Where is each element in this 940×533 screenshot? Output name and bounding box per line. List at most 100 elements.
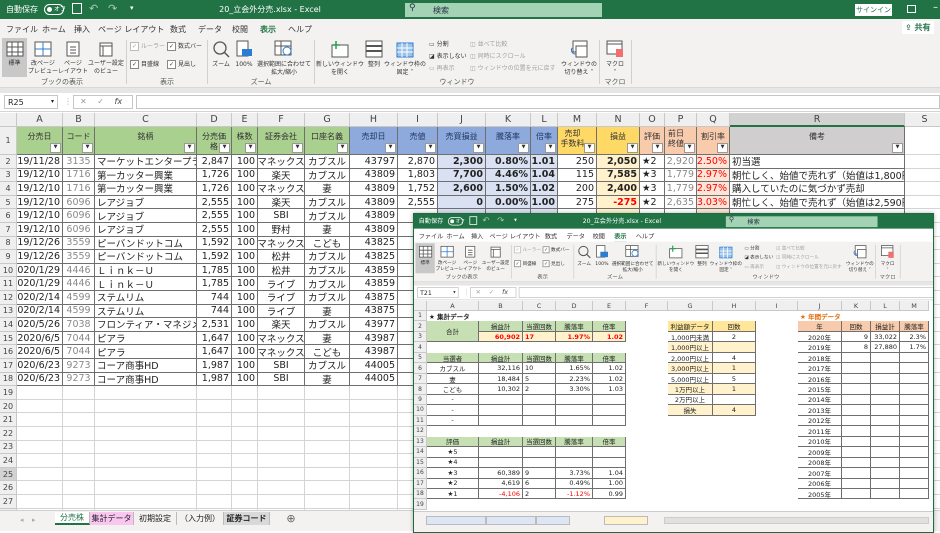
cell[interactable] xyxy=(900,394,929,406)
column-title[interactable]: 倍率 ▼ xyxy=(531,127,558,155)
cell[interactable]: 250 xyxy=(558,155,597,169)
inset-sheet-tab[interactable] xyxy=(536,516,570,525)
cell[interactable]: 2020年 xyxy=(798,331,842,343)
cell[interactable]: 43859 xyxy=(350,263,398,278)
cell[interactable]: 2019/11/28 xyxy=(17,155,63,169)
cell[interactable] xyxy=(350,399,398,414)
cell[interactable] xyxy=(350,508,398,510)
cell[interactable] xyxy=(626,321,668,331)
cell[interactable]: こども xyxy=(305,345,350,359)
cell[interactable] xyxy=(427,499,479,509)
column-header[interactable]: K xyxy=(486,113,531,127)
cell[interactable]: 44005 xyxy=(350,359,398,373)
cell[interactable]: 115 xyxy=(558,168,597,183)
page-layout-button[interactable]: ページ レイアウト xyxy=(58,38,88,76)
cell[interactable] xyxy=(17,467,63,482)
cell[interactable]: 朝忙しく、始値で売れず（始値は2,590円） xyxy=(730,195,905,210)
cell[interactable]: 2,400 xyxy=(597,182,640,196)
cell[interactable] xyxy=(350,427,398,441)
cell[interactable] xyxy=(197,440,232,455)
filter-dropdown-icon[interactable]: ▼ xyxy=(82,143,93,153)
cell[interactable]: レアジョブ xyxy=(95,195,197,210)
cell[interactable] xyxy=(626,332,668,342)
cell[interactable] xyxy=(626,468,668,478)
add-sheet-button[interactable]: ⊕ xyxy=(286,512,296,525)
normal-view-button[interactable]: 標準 xyxy=(2,38,27,77)
cell[interactable]: 2019年 xyxy=(798,342,842,353)
cell[interactable] xyxy=(900,468,929,479)
undo-icon[interactable]: ↶ xyxy=(89,2,99,15)
cell[interactable]: 2万円以上 xyxy=(668,394,713,406)
cell[interactable] xyxy=(95,413,197,427)
cell[interactable]: レアジョブ xyxy=(95,209,197,223)
column-header[interactable]: F xyxy=(626,301,668,311)
row-header[interactable]: 28 xyxy=(0,508,17,510)
column-header[interactable]: A xyxy=(17,113,63,127)
cell[interactable] xyxy=(95,454,197,468)
cell[interactable]: ★ 集計データ xyxy=(429,313,470,322)
cell[interactable]: カブスル xyxy=(305,209,350,223)
cell[interactable]: 100 xyxy=(232,277,258,291)
cell[interactable] xyxy=(871,373,900,385)
cell[interactable] xyxy=(523,426,556,436)
row-header[interactable]: 10 xyxy=(414,405,427,416)
cell[interactable] xyxy=(871,415,900,427)
ribbon-tab[interactable]: 挿入 xyxy=(74,25,90,34)
cell[interactable] xyxy=(305,467,350,482)
cell[interactable]: -4,106 xyxy=(479,488,523,500)
minimize-icon[interactable]: – xyxy=(933,2,938,13)
cell[interactable]: 3.73% xyxy=(556,468,593,479)
cell[interactable] xyxy=(668,416,713,426)
save-icon[interactable] xyxy=(469,216,478,225)
cell[interactable]: 1716 xyxy=(63,168,95,183)
split-button[interactable]: ▭ 分割 xyxy=(744,245,760,251)
cell[interactable] xyxy=(626,416,668,426)
cell[interactable] xyxy=(17,495,63,509)
cell[interactable] xyxy=(713,479,756,489)
sheet-tab[interactable]: 分売株 xyxy=(55,512,90,525)
cell[interactable]: 1,785 xyxy=(197,263,232,278)
search-box[interactable]: ⚲ 検索 xyxy=(405,3,602,17)
switch-windows-button[interactable]: ウィンドウの 切り替え ˅ xyxy=(846,243,874,273)
cell[interactable] xyxy=(232,427,258,441)
cell[interactable]: 2.3% xyxy=(900,331,929,343)
cell[interactable]: 7,585 xyxy=(597,168,640,183)
cell[interactable]: 2007年 xyxy=(798,468,842,479)
cell[interactable]: 1,647 xyxy=(197,331,232,346)
cell[interactable]: 43809 xyxy=(350,195,398,210)
cell[interactable]: 43977 xyxy=(350,318,398,332)
cell[interactable] xyxy=(17,413,63,427)
synchronous-scrolling-button[interactable]: ◫ 同時にスクロール xyxy=(470,53,526,60)
cell[interactable]: 2019/12/10 xyxy=(17,209,63,223)
column-header[interactable]: C xyxy=(523,301,556,311)
cell[interactable] xyxy=(626,311,668,321)
cell[interactable] xyxy=(427,342,479,352)
cell[interactable]: 妻 xyxy=(305,223,350,237)
cell[interactable]: ★4 xyxy=(427,457,479,469)
cell[interactable]: 第一カッター興業 xyxy=(95,182,197,196)
row-header[interactable]: 9 xyxy=(414,394,427,406)
enter-icon[interactable]: ✓ xyxy=(97,97,104,106)
column-title[interactable]: 売買損益 ▼ xyxy=(438,127,486,155)
cell[interactable]: 松井 xyxy=(258,250,305,264)
row-header[interactable]: 25 xyxy=(0,467,17,482)
custom-views-button[interactable]: ユーザー設定 のビュー xyxy=(88,38,124,76)
cell[interactable] xyxy=(232,399,258,414)
cell[interactable] xyxy=(668,437,713,447)
cell[interactable] xyxy=(95,481,197,495)
cell[interactable]: 3559 xyxy=(63,236,95,251)
row-header[interactable]: 27 xyxy=(0,495,17,509)
cell[interactable] xyxy=(626,447,668,457)
cell[interactable]: 9 xyxy=(523,468,556,479)
cell[interactable] xyxy=(798,499,842,509)
cell[interactable] xyxy=(842,352,871,364)
fx-icon[interactable]: fx xyxy=(502,288,508,296)
cell[interactable]: ピアラ xyxy=(95,345,197,359)
cell[interactable]: Ｌｉｎｋ－Ｕ xyxy=(95,263,197,278)
row-header[interactable]: 18 xyxy=(0,372,17,387)
cell[interactable] xyxy=(871,488,900,500)
cell[interactable] xyxy=(593,447,626,458)
cell[interactable] xyxy=(713,437,756,447)
cell[interactable] xyxy=(17,508,63,510)
cell[interactable] xyxy=(63,454,95,468)
